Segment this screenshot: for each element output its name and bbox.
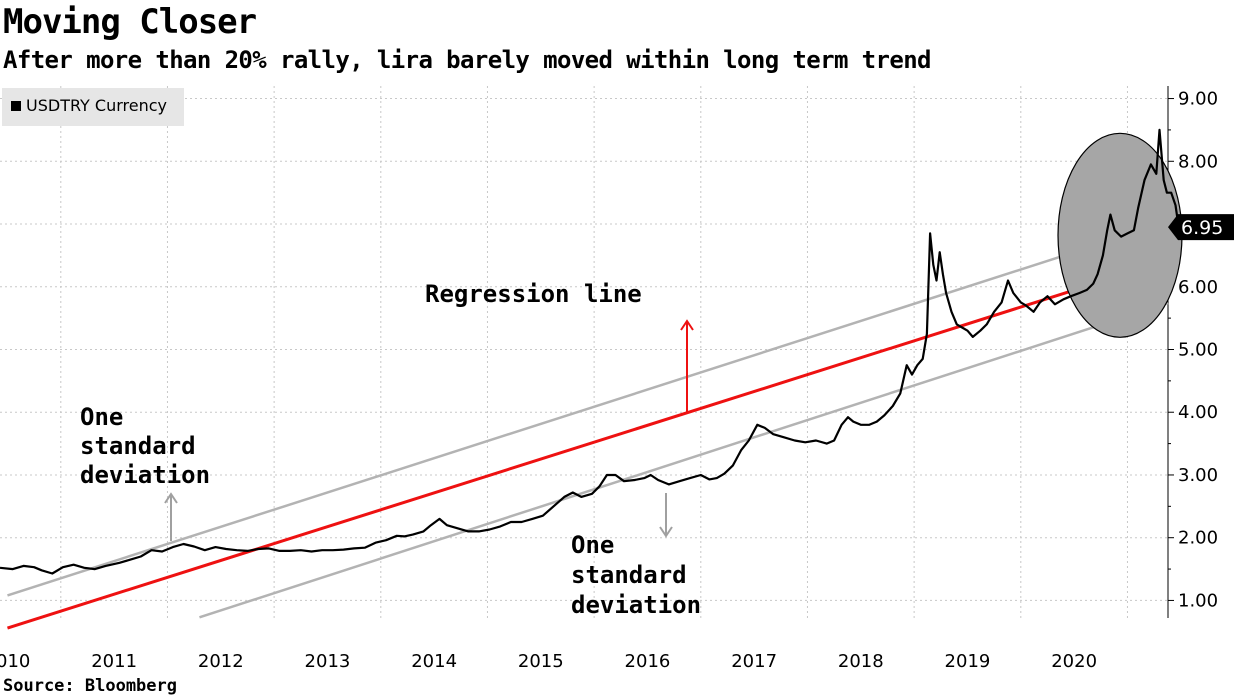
x-tick-label: 2011: [91, 651, 137, 672]
regression-line: [7, 258, 1169, 630]
y-tick-label: 9.00: [1178, 89, 1218, 110]
chart-subtitle: After more than 20% rally, lira barely m…: [3, 46, 932, 74]
y-tick-label: 4.00: [1178, 402, 1218, 423]
legend-box: [2, 88, 184, 126]
y-tick-label: 3.00: [1178, 465, 1218, 486]
std-dev-label: One: [571, 531, 614, 559]
annotations: Regression lineOnestandarddeviationOnest…: [80, 280, 701, 619]
std-dev-label: standard: [80, 432, 196, 460]
x-tick-label: 2018: [838, 651, 884, 672]
x-tick-label: 2020: [1051, 651, 1097, 672]
std-dev-label: deviation: [80, 461, 210, 489]
usdtry-series-line: [0, 128, 1180, 575]
y-tick-label: 8.00: [1178, 151, 1218, 172]
chart-title: Moving Closer: [3, 2, 257, 42]
source-note: Source: Bloomberg: [3, 676, 177, 696]
std-dev-label: standard: [571, 561, 687, 589]
regression-label: Regression line: [425, 280, 642, 308]
x-tick-label: 2010: [0, 651, 30, 672]
legend-swatch: [11, 101, 21, 111]
x-axis: 2010 2011 2012 2013 2014 2015 2016 2017 2018 2019…: [0, 651, 1097, 672]
upper-band-arrow-head: [164, 492, 178, 504]
x-tick-label: 2015: [518, 651, 564, 672]
x-tick-label: 2019: [945, 651, 991, 672]
trend-lines: [7, 220, 1169, 630]
x-tick-label: 2013: [305, 651, 351, 672]
last-value-label: 6.95: [1181, 217, 1223, 239]
x-tick-label: 2014: [411, 651, 457, 672]
x-tick-label: 2012: [198, 651, 244, 672]
lower-band-line: [199, 301, 1169, 619]
regression-arrow-head: [680, 319, 694, 331]
legend-label: USDTRY Currency: [26, 96, 167, 115]
y-tick-label: 1.00: [1178, 590, 1218, 611]
y-tick-label: 2.00: [1178, 528, 1218, 549]
lower-band-arrow-head: [659, 526, 673, 538]
legend: USDTRY Currency: [2, 88, 184, 126]
std-dev-label: One: [80, 403, 123, 431]
y-axis: 1.002.003.004.005.006.007.008.009.00: [1167, 86, 1218, 618]
y-tick-label: 5.00: [1178, 339, 1218, 360]
std-dev-label: deviation: [571, 591, 701, 619]
series-group: [0, 128, 1180, 575]
upper-band-line: [7, 220, 1169, 597]
y-tick-label: 6.00: [1178, 277, 1218, 298]
x-tick-label: 2016: [625, 651, 671, 672]
last-value-bg: [1168, 214, 1234, 241]
x-tick-label: 2017: [731, 651, 777, 672]
last-value-badge: 6.95: [1168, 214, 1234, 241]
